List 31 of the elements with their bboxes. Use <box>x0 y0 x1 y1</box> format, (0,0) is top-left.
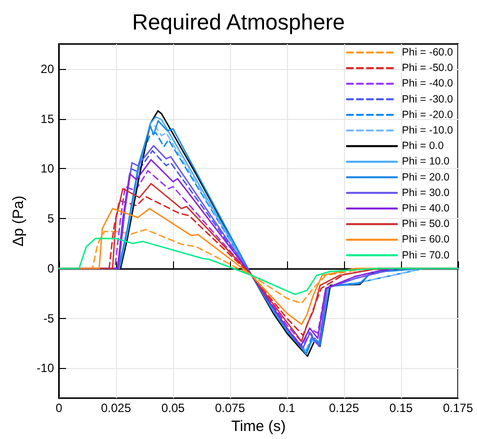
legend-label: Phi = -10.0 <box>402 124 454 136</box>
legend-label: Phi = -60.0 <box>402 46 454 58</box>
legend-label: Phi = 40.0 <box>402 202 450 214</box>
y-tick-label: 20 <box>40 62 54 76</box>
legend-label: Phi = 20.0 <box>402 171 450 184</box>
legend-label: Phi = 30.0 <box>402 186 450 199</box>
x-tick-label: 0.075 <box>214 401 246 416</box>
x-tick-label: 0.15 <box>389 401 413 416</box>
x-tick-label: 0.125 <box>328 401 360 416</box>
x-tick-label: 0.175 <box>442 401 474 416</box>
legend-label: Phi = 10.0 <box>402 156 450 168</box>
chart-title: Required Atmosphere <box>132 10 345 34</box>
x-tick-label: 0.1 <box>278 401 296 416</box>
legend-label: Phi = 50.0 <box>402 218 450 230</box>
legend-label: Phi = 70.0 <box>402 249 450 262</box>
y-axis-title: Δp (Pa) <box>10 196 27 246</box>
y-tick-label: -5 <box>43 311 54 326</box>
y-tick-label: 15 <box>40 112 54 126</box>
legend-label: Phi = 0.0 <box>402 140 444 152</box>
y-tick-label: 0 <box>47 261 54 276</box>
y-tick-label: 10 <box>40 162 54 176</box>
legend-label: Phi = -40.0 <box>402 78 454 90</box>
x-tick-label: 0.05 <box>161 401 185 416</box>
legend-label: Phi = 60.0 <box>402 234 450 246</box>
legend-label: Phi = -20.0 <box>402 108 454 121</box>
x-tick-label: 0.025 <box>100 401 132 416</box>
x-axis-title: Time (s) <box>231 418 286 435</box>
y-tick-label: 5 <box>47 212 54 226</box>
legend-label: Phi = -30.0 <box>402 93 454 106</box>
legend-label: Phi = -50.0 <box>402 62 454 74</box>
y-tick-label: -10 <box>36 361 54 376</box>
